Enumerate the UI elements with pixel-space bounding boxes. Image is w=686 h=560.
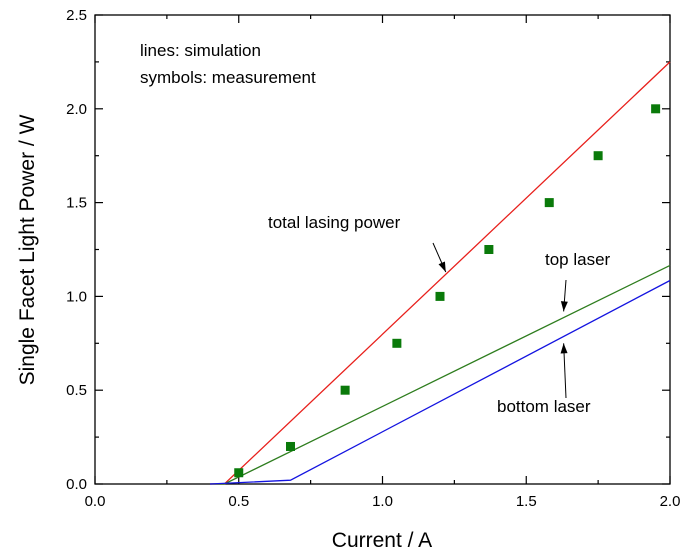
annotation-arrow-head xyxy=(560,343,568,354)
x-tick-label: 0.0 xyxy=(85,493,106,510)
annotation-bottom-laser: bottom laser xyxy=(497,397,591,416)
annotation-arrow-head xyxy=(560,301,568,312)
series-line-bottom-laser xyxy=(209,279,671,485)
data-point xyxy=(392,338,402,348)
x-axis-title: Current / A xyxy=(332,529,432,552)
x-tick-label: 1.5 xyxy=(516,493,537,510)
measurement-points xyxy=(234,104,661,478)
x-tick-label: 1.0 xyxy=(372,493,393,510)
annotation-arrows xyxy=(432,242,568,399)
y-tick-label: 1.0 xyxy=(66,288,87,305)
series-lines xyxy=(209,61,671,485)
annotation-top-laser: top laser xyxy=(545,250,611,269)
axis-ticks: 0.0 0.5 1.0 1.5 2.0 0.0 0.5 1.0 1.5 2.0 2.5 xyxy=(66,7,680,510)
data-point xyxy=(544,198,554,208)
data-point xyxy=(651,104,661,114)
data-point xyxy=(593,151,603,161)
y-tick-label: 0.5 xyxy=(66,382,87,399)
data-point xyxy=(340,385,350,395)
series-line-total-lasing-power xyxy=(210,61,671,485)
data-point xyxy=(234,468,244,478)
y-tick-label: 2.5 xyxy=(66,7,87,24)
x-tick-label: 0.5 xyxy=(228,493,249,510)
data-point xyxy=(286,441,295,451)
legend-note-line-2: symbols: measurement xyxy=(140,68,316,87)
y-tick-label: 0.0 xyxy=(66,476,87,493)
y-tick-label: 1.5 xyxy=(66,195,87,212)
data-point xyxy=(435,291,445,301)
x-tick-label: 2.0 xyxy=(660,493,681,510)
annotation-total-lasing-power: total lasing power xyxy=(268,213,401,232)
y-tick-label: 2.0 xyxy=(66,101,87,118)
legend-note-line-1: lines: simulation xyxy=(140,41,261,60)
annotation-arrow-head xyxy=(438,261,446,273)
y-axis-title: Single Facet Light Power / W xyxy=(16,114,39,385)
data-point xyxy=(484,245,494,254)
